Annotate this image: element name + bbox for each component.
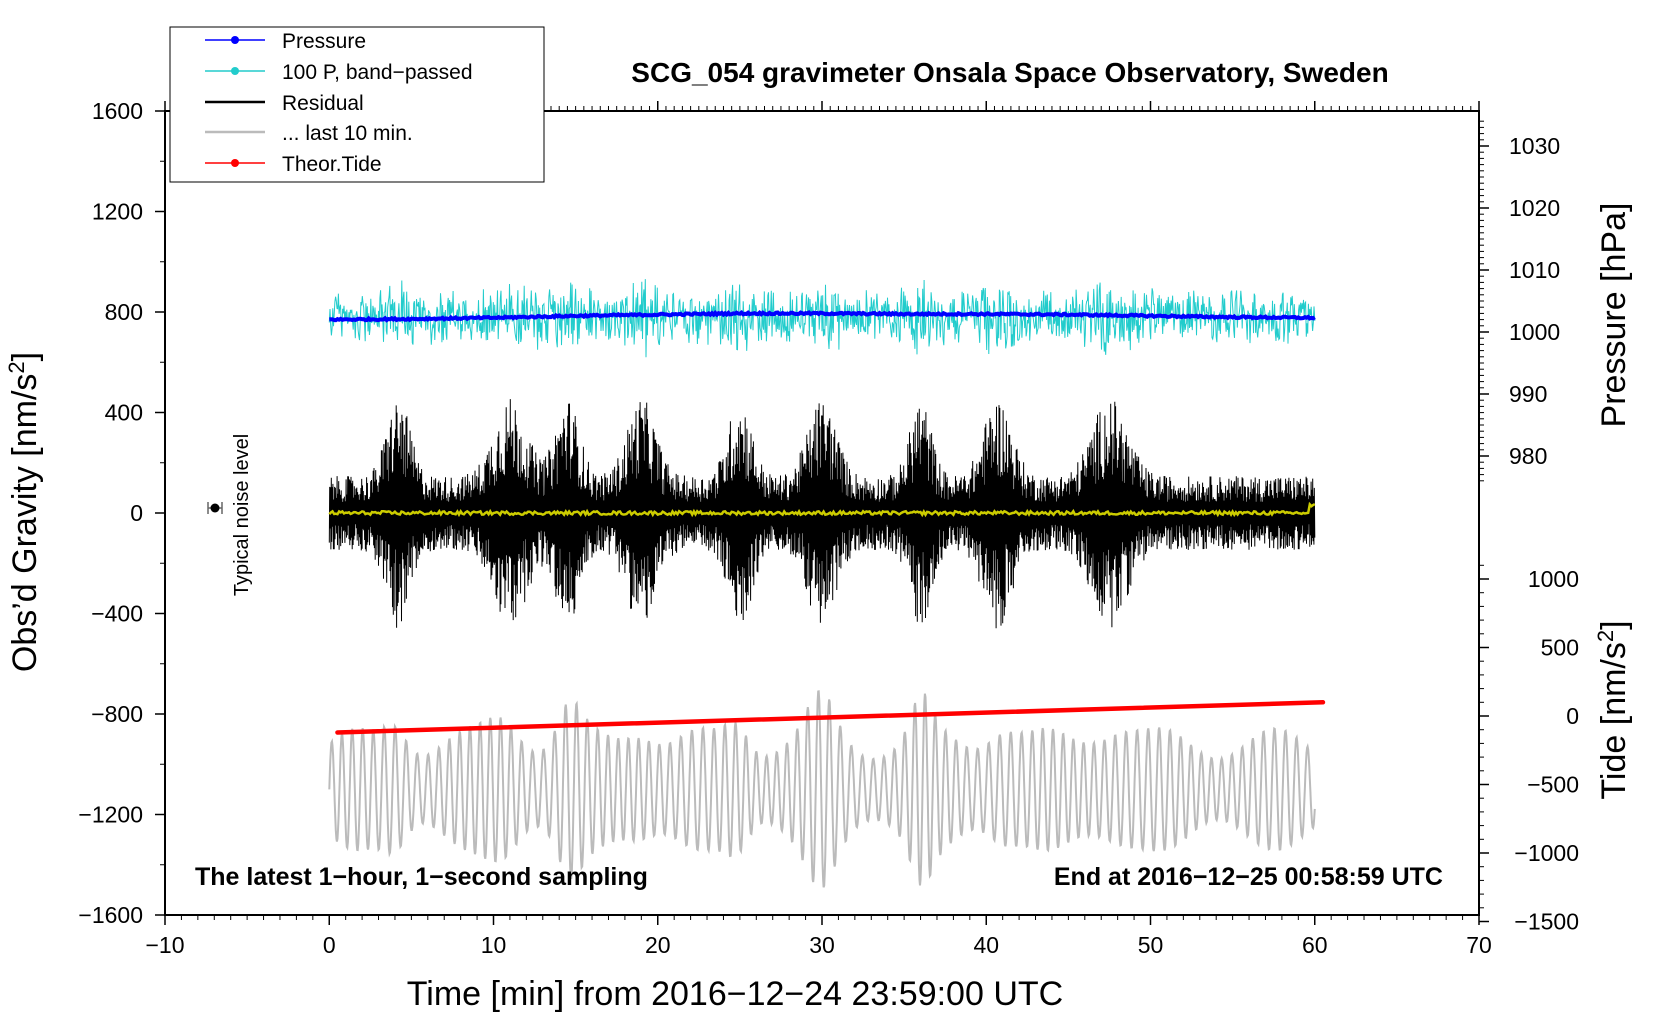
tide-tick-label: −1000 (1514, 840, 1579, 866)
noise-point (210, 503, 220, 513)
series-residual-smoothed (328, 501, 1316, 518)
y-tick-label-left: 400 (105, 400, 143, 426)
y-axis-title-tide-text: Tide [nm/s (1595, 642, 1633, 799)
y-axis-title-left-end: ] (6, 352, 44, 361)
y-tick-label-left: −1200 (78, 802, 143, 828)
legend-label-bandpassed: 100 P, band−passed (282, 61, 473, 84)
tide-tick-label: 500 (1541, 635, 1579, 661)
tide-tick-label: −1500 (1514, 909, 1579, 935)
y-tick-label-left: −1600 (78, 902, 143, 928)
y-tick-label-left: 800 (105, 299, 143, 325)
y-axis-title-tide-sup: 2 (1593, 630, 1618, 642)
y-tick-label-left: 0 (130, 500, 143, 526)
legend-marker-bandpassed (231, 67, 239, 75)
legend-item-tide: Theor.Tide (205, 153, 382, 176)
pressure-tick-label: 980 (1509, 443, 1547, 469)
series-residual (328, 399, 1316, 629)
x-axis-title: Time [min] from 2016−12−24 23:59:00 UTC (407, 975, 1063, 1013)
x-tick-label: 40 (973, 932, 999, 958)
y-axis-title-left-text: Obs’d Gravity [nm/s (6, 374, 44, 673)
legend-item-bandpassed: 100 P, band−passed (205, 61, 473, 84)
legend-marker-pressure (231, 36, 239, 44)
legend-item-residual: Residual (205, 92, 364, 115)
y-tick-label-left: −800 (91, 701, 143, 727)
tick-label-layer: −10 0 10 20 30 40 50 60 70160012008004000−400−80… (78, 98, 1579, 958)
y-tick-label-left: 1200 (92, 199, 143, 225)
series-theor-tide (335, 700, 1326, 735)
series-layer (328, 279, 1326, 888)
x-tick-label: 30 (809, 932, 835, 958)
legend: Pressure 100 P, band−passed Residual ...… (169, 26, 545, 183)
series-pressure (329, 309, 1316, 323)
series-last-10-min (328, 690, 1316, 888)
tide-tick-label: −500 (1527, 772, 1579, 798)
x-tick-label: 60 (1302, 932, 1328, 958)
y-tick-label-left: 1600 (92, 98, 143, 124)
x-tick-label: 0 (323, 932, 336, 958)
legend-label-tide: Theor.Tide (282, 153, 382, 176)
x-tick-label: 70 (1466, 932, 1492, 958)
noise-label: Typical noise level (231, 434, 253, 596)
pressure-tick-label: 1020 (1509, 195, 1560, 221)
pressure-tick-label: 990 (1509, 381, 1547, 407)
pressure-tick-label: 1010 (1509, 257, 1560, 283)
legend-label-pressure: Pressure (282, 30, 366, 53)
y-axis-title-left: Obs’d Gravity [nm/s2] (4, 352, 44, 672)
series-band-passed (328, 279, 1316, 358)
annotation-bottom-left: The latest 1−hour, 1−second sampling (195, 863, 648, 891)
legend-box (169, 26, 545, 183)
y-tick-label-left: −400 (91, 601, 143, 627)
legend-label-last10: ... last 10 min. (282, 122, 413, 145)
legend-item-pressure: Pressure (205, 30, 366, 53)
legend-label-residual: Residual (282, 92, 364, 115)
y-axis-title-tide-end: ] (1595, 620, 1633, 629)
legend-marker-tide (231, 159, 239, 167)
tide-tick-label: 0 (1566, 703, 1579, 729)
y-axis-title-left-sup: 2 (4, 361, 29, 373)
x-tick-label: 20 (645, 932, 671, 958)
x-tick-label: 50 (1138, 932, 1164, 958)
annotation-bottom-right: End at 2016−12−25 00:58:59 UTC (1054, 863, 1443, 891)
x-tick-label: −10 (145, 932, 184, 958)
y-axis-title-pressure: Pressure [hPa] (1595, 203, 1633, 428)
pressure-tick-label: 1030 (1509, 133, 1560, 159)
legend-item-last10: ... last 10 min. (205, 122, 413, 145)
x-tick-label: 10 (481, 932, 507, 958)
noise-marker (207, 502, 223, 514)
y-axis-title-tide: Tide [nm/s2] (1593, 620, 1633, 799)
tide-tick-label: 1000 (1528, 566, 1579, 592)
pressure-tick-label: 1000 (1509, 319, 1560, 345)
chart-title: SCG_054 gravimeter Onsala Space Observat… (631, 57, 1388, 88)
